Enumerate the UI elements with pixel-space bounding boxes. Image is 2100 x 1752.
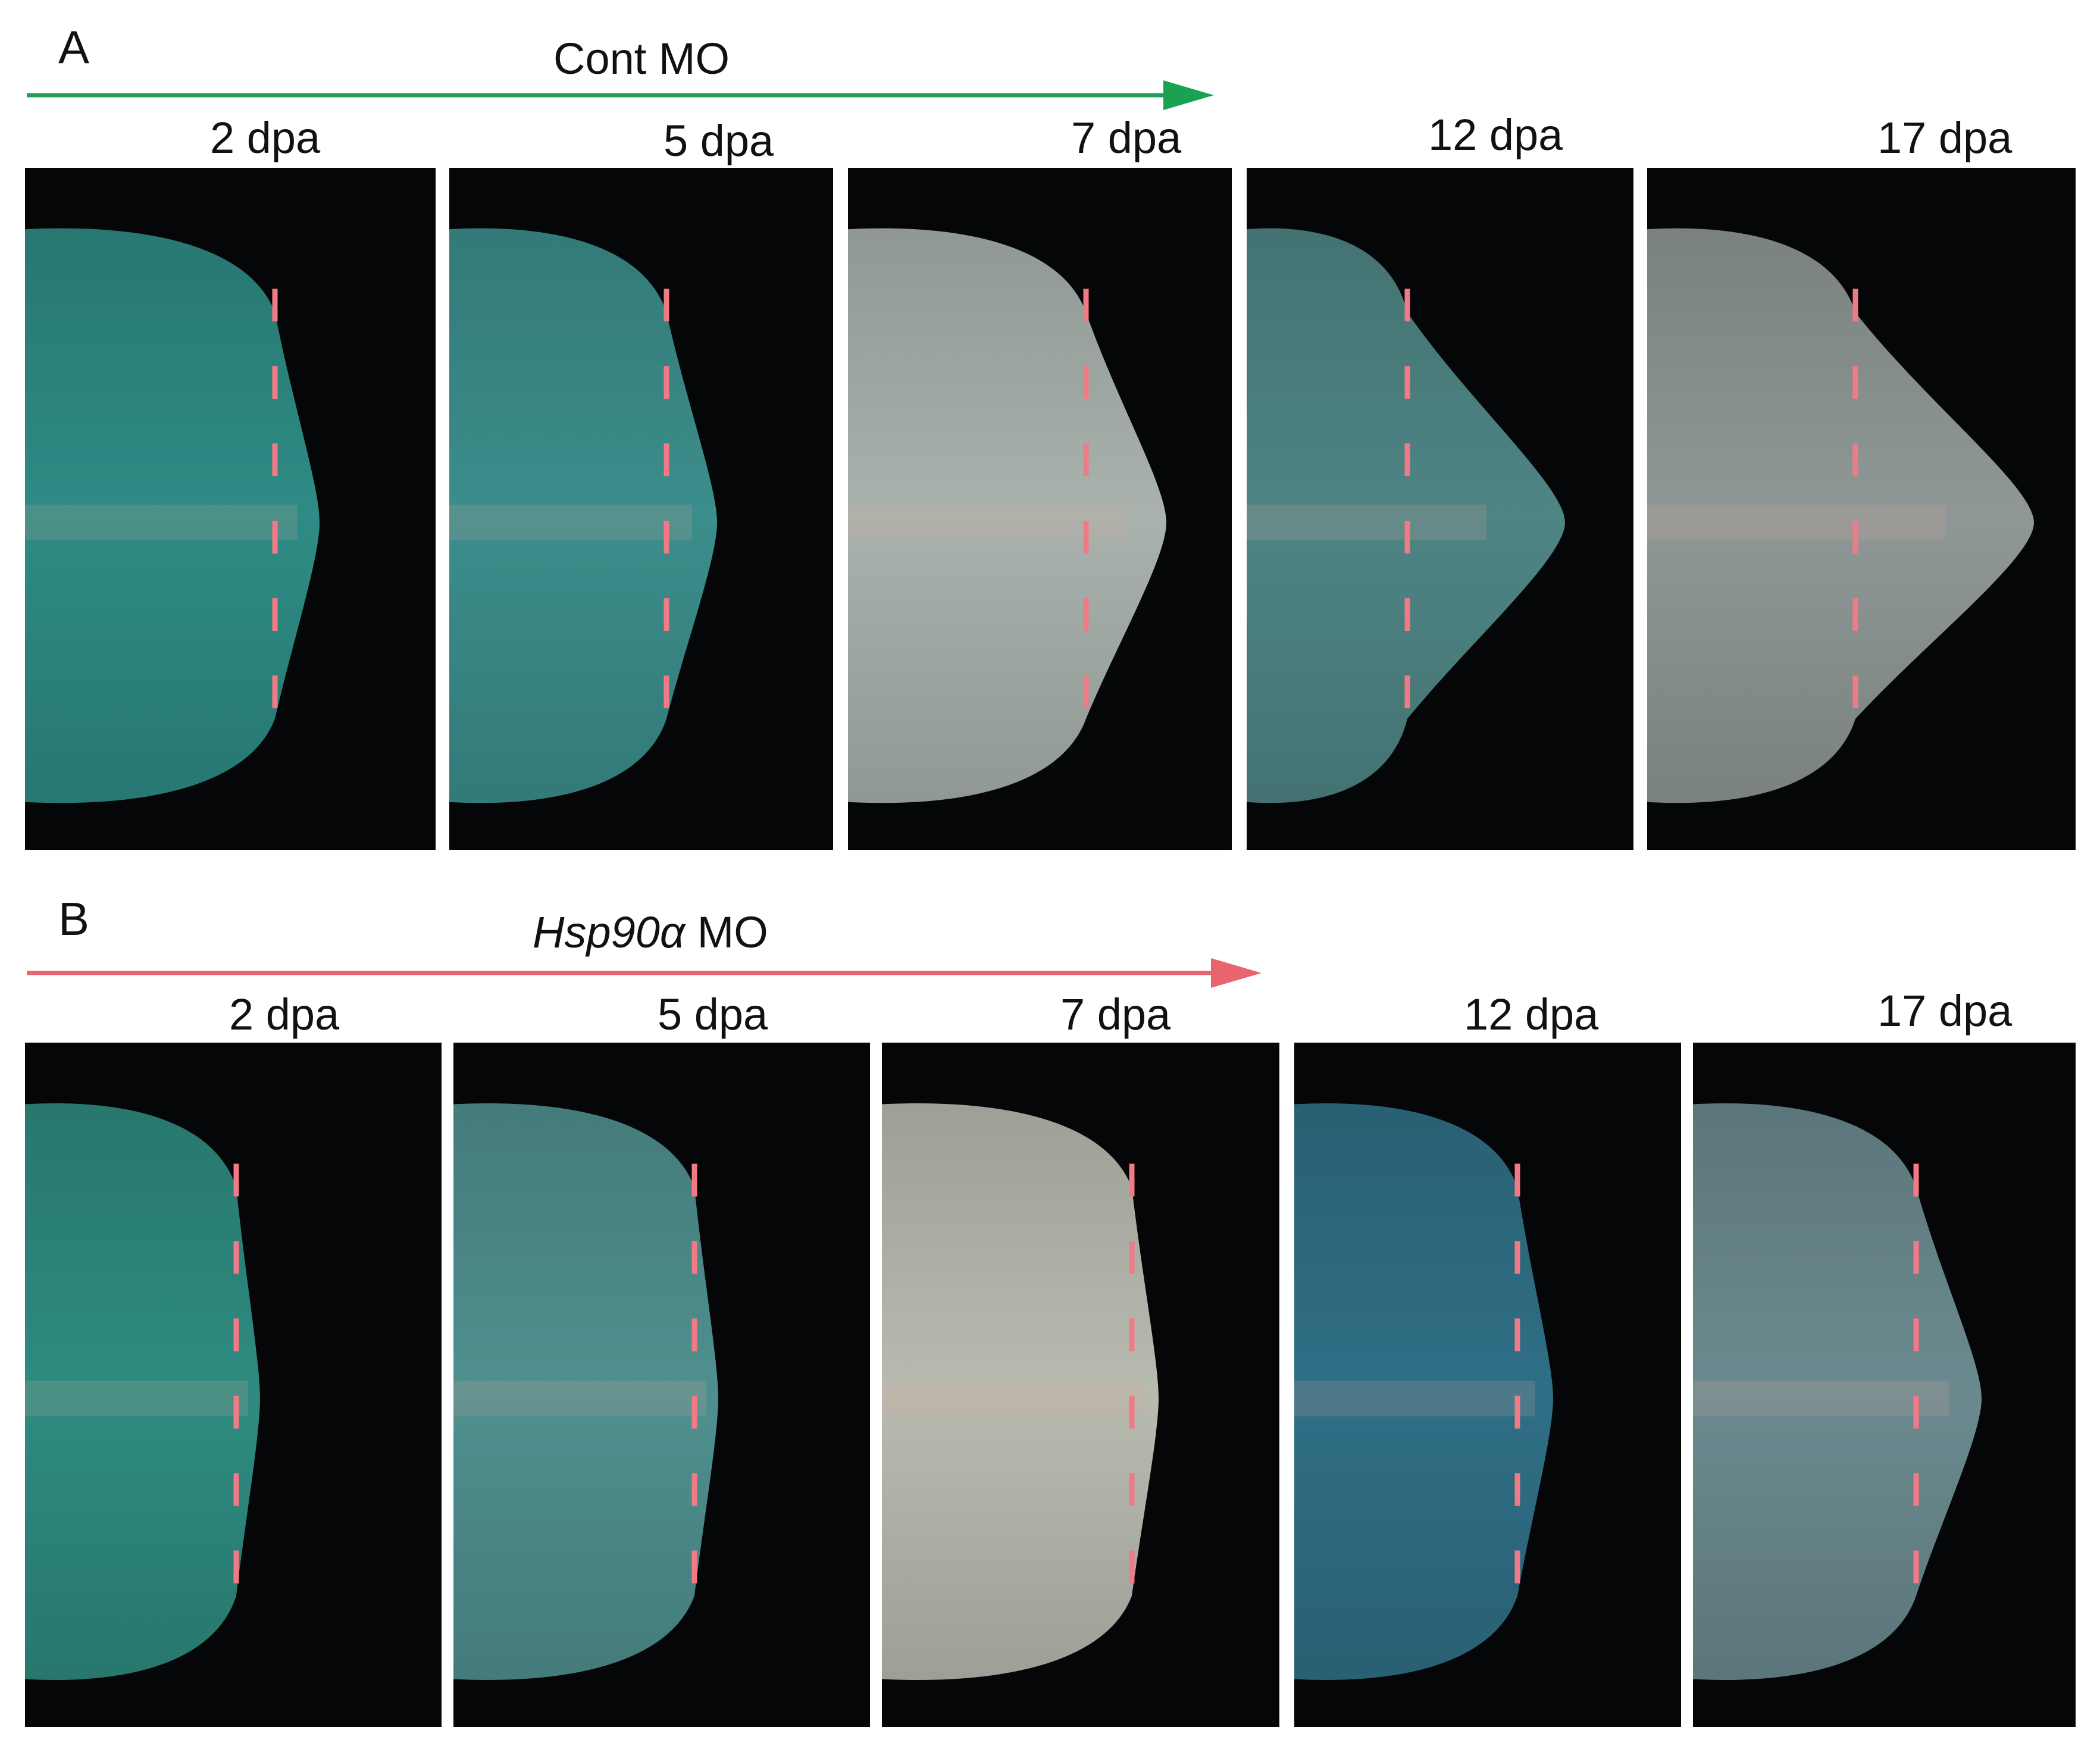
time-label-a-12dpa: 12 dpa	[1428, 110, 1563, 159]
fin-photo-b-12dpa	[1294, 1043, 1681, 1727]
fin-tissue	[882, 1103, 1159, 1680]
notochord-band	[1647, 504, 1945, 540]
time-label-b-17dpa: 17 dpa	[1877, 986, 2013, 1035]
time-label-a-5dpa: 5 dpa	[664, 116, 774, 165]
panel-letter-a: A	[58, 21, 90, 73]
time-label-a-7dpa: 7 dpa	[1071, 113, 1182, 162]
panel-letter-b: B	[58, 893, 90, 945]
notochord-band	[848, 504, 1126, 540]
time-label-b-2dpa: 2 dpa	[229, 990, 340, 1039]
time-label-a-2dpa: 2 dpa	[210, 113, 321, 162]
fin-photo-b-17dpa	[1693, 1043, 2076, 1727]
time-label-b-5dpa: 5 dpa	[658, 990, 768, 1039]
notochord-band	[453, 1381, 706, 1416]
time-label-b-7dpa: 7 dpa	[1060, 990, 1171, 1039]
notochord-band	[882, 1381, 1146, 1416]
fin-photo-b-5dpa	[453, 1043, 870, 1727]
fin-photo-a-2dpa	[25, 168, 436, 850]
notochord-band	[1247, 504, 1486, 540]
fin-photo-a-17dpa	[1647, 168, 2076, 850]
group-label-suffix: MO	[685, 908, 768, 957]
fin-tissue	[1294, 1103, 1553, 1680]
fin-tissue	[453, 1103, 718, 1680]
fin-tissue	[1647, 228, 2034, 803]
notochord-band	[1693, 1381, 1949, 1416]
fin-photo-b-2dpa	[25, 1043, 442, 1727]
time-label-b-12dpa: 12 dpa	[1464, 990, 1599, 1039]
fin-tissue	[25, 1103, 260, 1680]
fin-tissue	[1693, 1103, 1982, 1680]
group-label-gene: Hsp90α	[533, 908, 686, 957]
notochord-band	[25, 504, 298, 540]
notochord-band	[1294, 1381, 1535, 1416]
fin-photo-a-12dpa	[1247, 168, 1633, 850]
arrow-hsp90a-mo	[27, 958, 1262, 988]
time-label-a-17dpa: 17 dpa	[1877, 113, 2013, 162]
notochord-band	[25, 1381, 248, 1416]
arrow-cont-mo	[27, 80, 1214, 110]
fin-photo-a-7dpa	[848, 168, 1232, 850]
fin-tissue	[25, 228, 320, 803]
fin-tissue	[449, 228, 717, 803]
group-label-hsp90a-mo: Hsp90α MO	[533, 911, 768, 955]
fin-tissue	[1247, 228, 1565, 803]
notochord-band	[449, 504, 692, 540]
fin-photo-a-5dpa	[449, 168, 833, 850]
group-label-cont-mo: Cont MO	[553, 34, 730, 83]
fin-photo-b-7dpa	[882, 1043, 1279, 1727]
